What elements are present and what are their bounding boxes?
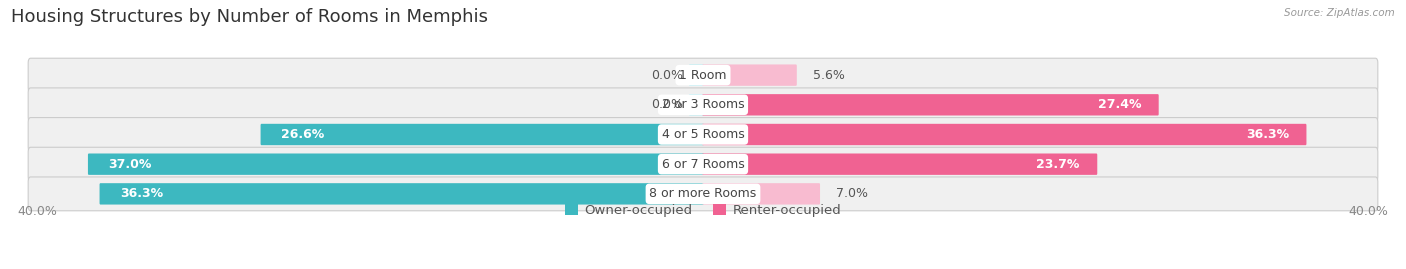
FancyBboxPatch shape [28, 177, 1378, 211]
Text: Source: ZipAtlas.com: Source: ZipAtlas.com [1284, 8, 1395, 18]
Text: 26.6%: 26.6% [281, 128, 325, 141]
Text: 5.6%: 5.6% [813, 69, 845, 82]
Text: 36.3%: 36.3% [1246, 128, 1289, 141]
FancyBboxPatch shape [702, 94, 1159, 115]
Text: 1 Room: 1 Room [679, 69, 727, 82]
FancyBboxPatch shape [260, 124, 704, 145]
Text: 37.0%: 37.0% [108, 158, 152, 171]
Text: 7.0%: 7.0% [835, 187, 868, 200]
Text: Housing Structures by Number of Rooms in Memphis: Housing Structures by Number of Rooms in… [11, 8, 488, 26]
Text: 0.0%: 0.0% [651, 69, 683, 82]
FancyBboxPatch shape [689, 94, 704, 115]
Text: 40.0%: 40.0% [17, 205, 58, 218]
FancyBboxPatch shape [689, 65, 704, 86]
Text: 23.7%: 23.7% [1036, 158, 1080, 171]
Text: 4 or 5 Rooms: 4 or 5 Rooms [662, 128, 744, 141]
Text: 8 or more Rooms: 8 or more Rooms [650, 187, 756, 200]
FancyBboxPatch shape [28, 147, 1378, 181]
FancyBboxPatch shape [28, 118, 1378, 151]
FancyBboxPatch shape [702, 183, 820, 204]
FancyBboxPatch shape [28, 58, 1378, 92]
FancyBboxPatch shape [702, 154, 1097, 175]
Text: 40.0%: 40.0% [1348, 205, 1389, 218]
Text: 36.3%: 36.3% [121, 187, 163, 200]
FancyBboxPatch shape [702, 65, 797, 86]
FancyBboxPatch shape [100, 183, 704, 204]
Text: 6 or 7 Rooms: 6 or 7 Rooms [662, 158, 744, 171]
Text: 27.4%: 27.4% [1098, 98, 1142, 111]
Legend: Owner-occupied, Renter-occupied: Owner-occupied, Renter-occupied [560, 199, 846, 222]
FancyBboxPatch shape [28, 88, 1378, 122]
FancyBboxPatch shape [702, 124, 1306, 145]
Text: 0.0%: 0.0% [651, 98, 683, 111]
Text: 2 or 3 Rooms: 2 or 3 Rooms [662, 98, 744, 111]
FancyBboxPatch shape [89, 154, 704, 175]
